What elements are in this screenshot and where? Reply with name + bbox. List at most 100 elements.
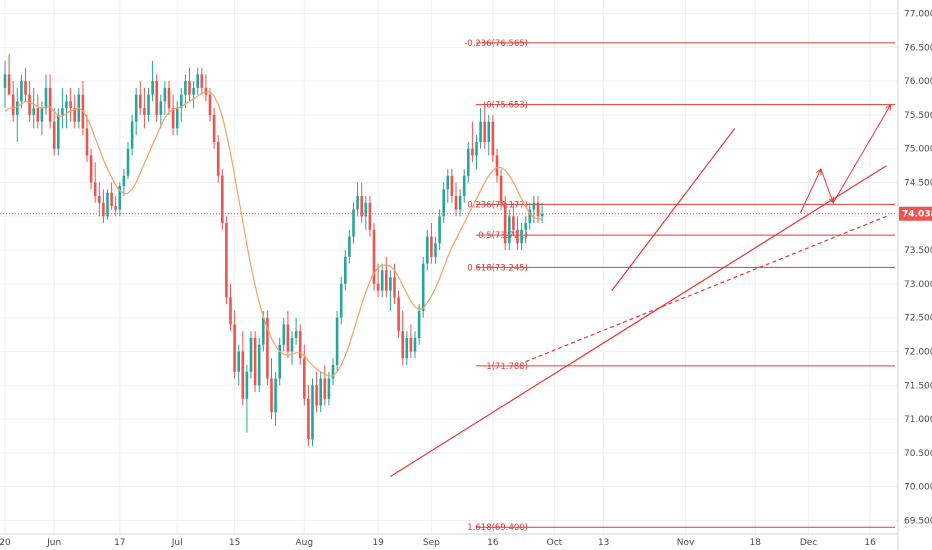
candle-body	[438, 216, 441, 244]
candle-body	[44, 87, 48, 109]
candle-body	[196, 74, 199, 88]
candle-body	[221, 175, 224, 224]
candle-body	[335, 317, 339, 366]
y-tick-label: 72.500	[904, 314, 932, 324]
fib-level-label: -0.236(76.565)	[464, 39, 528, 49]
candle-body	[348, 236, 351, 257]
x-tick-label: 15	[229, 538, 240, 548]
candle-body	[450, 175, 454, 197]
last-price-tag	[899, 206, 932, 221]
candle-body	[180, 94, 183, 109]
y-tick-label: 76.500	[904, 43, 932, 53]
candle-body	[20, 81, 23, 102]
y-tick-label: 71.000	[904, 415, 932, 425]
candle-body	[356, 196, 359, 210]
candle-body	[16, 101, 19, 115]
trendline[interactable]	[390, 165, 887, 478]
last-price-label: 74.038	[902, 210, 932, 220]
candle-body	[266, 317, 269, 379]
candle-body	[73, 108, 76, 122]
x-tick-label: Nov	[677, 538, 695, 548]
candle-body	[175, 108, 179, 129]
candle-body	[352, 209, 355, 237]
x-tick-label: 20	[0, 538, 11, 548]
candle-body	[65, 101, 68, 109]
candle-body	[471, 148, 474, 156]
candle-body	[24, 81, 27, 95]
x-tick-label: Oct	[547, 538, 563, 548]
candle-body	[307, 398, 310, 440]
y-tick-label: 73.000	[904, 280, 932, 290]
candle-body	[253, 337, 257, 386]
candle-body	[520, 229, 523, 244]
y-tick-label: 73.500	[904, 246, 932, 256]
candle-body	[7, 74, 11, 95]
candle-body	[249, 337, 253, 372]
candle-body	[163, 87, 167, 102]
y-tick-label: 77.000	[904, 10, 932, 20]
candle-body	[339, 283, 343, 318]
candle-body	[364, 202, 368, 217]
x-tick-label: 17	[114, 538, 125, 548]
candle-body	[409, 337, 413, 352]
candle-body	[454, 196, 458, 210]
candle-body	[389, 277, 392, 291]
candle-body	[417, 310, 421, 338]
candle-body	[442, 189, 445, 217]
candle-body	[61, 108, 64, 115]
candle-body	[446, 175, 450, 190]
candle-body	[171, 108, 175, 129]
candle-body	[3, 74, 7, 88]
y-tick-label: 70.500	[904, 449, 932, 459]
candle-body	[536, 202, 540, 217]
fib-level-label: 0(75.653)	[486, 101, 528, 111]
candle-body	[274, 378, 277, 413]
x-tick-label: Dec	[800, 538, 817, 548]
candle-body	[28, 94, 31, 115]
candle-body	[48, 87, 52, 122]
fibonacci-levels: -0.236(76.565) 0(75.653) 0.236(74.177) 0.5(…	[464, 39, 895, 533]
candle-body	[315, 385, 318, 406]
candle-body	[319, 378, 322, 406]
candle-body	[401, 331, 404, 359]
trendline[interactable]	[611, 128, 736, 292]
y-tick-label: 75.000	[904, 145, 932, 155]
candle-body	[188, 81, 191, 95]
candle-body	[89, 155, 93, 183]
candle-body	[237, 351, 240, 372]
candle-body	[294, 331, 298, 338]
x-tick-label: Jul	[171, 538, 183, 548]
y-tick-label: 69.500	[904, 516, 932, 526]
y-tick-label: 70.000	[904, 483, 932, 493]
price-axis[interactable]: 69.500 70.000 70.500 71.000 71.500 72.000 72.5…	[897, 0, 932, 550]
candle-body	[393, 277, 396, 298]
projection-arrow	[832, 104, 892, 204]
candle-body	[462, 175, 466, 197]
trendlines[interactable]	[390, 128, 887, 478]
x-tick-label: Jun	[46, 538, 61, 548]
time-axis[interactable]: 20 Jun 17 Jul 15 Aug 19 Sep 16 Oct 13 Nov 18 Dec 16	[0, 533, 898, 548]
candle-body	[122, 175, 126, 186]
candle-body	[311, 385, 314, 440]
candle-body	[155, 81, 158, 115]
y-tick-label: 71.500	[904, 381, 932, 391]
candle-body	[376, 283, 380, 291]
candle-body	[85, 128, 89, 156]
candle-body	[479, 121, 482, 142]
candle-body	[286, 324, 290, 352]
candle-body	[245, 371, 249, 399]
trendline[interactable]	[525, 215, 887, 363]
candle-body	[503, 202, 507, 244]
y-tick-label: 74.500	[904, 179, 932, 189]
candle-body	[147, 94, 150, 115]
candle-body	[36, 108, 40, 122]
candle-body	[200, 74, 204, 88]
candle-body	[499, 175, 503, 203]
candle-body	[426, 236, 429, 264]
y-tick-label: 75.500	[904, 111, 932, 121]
x-tick-label: 18	[750, 538, 762, 548]
candle-body	[327, 378, 331, 399]
candle-body	[475, 141, 478, 156]
x-tick-label: 16	[487, 538, 499, 548]
